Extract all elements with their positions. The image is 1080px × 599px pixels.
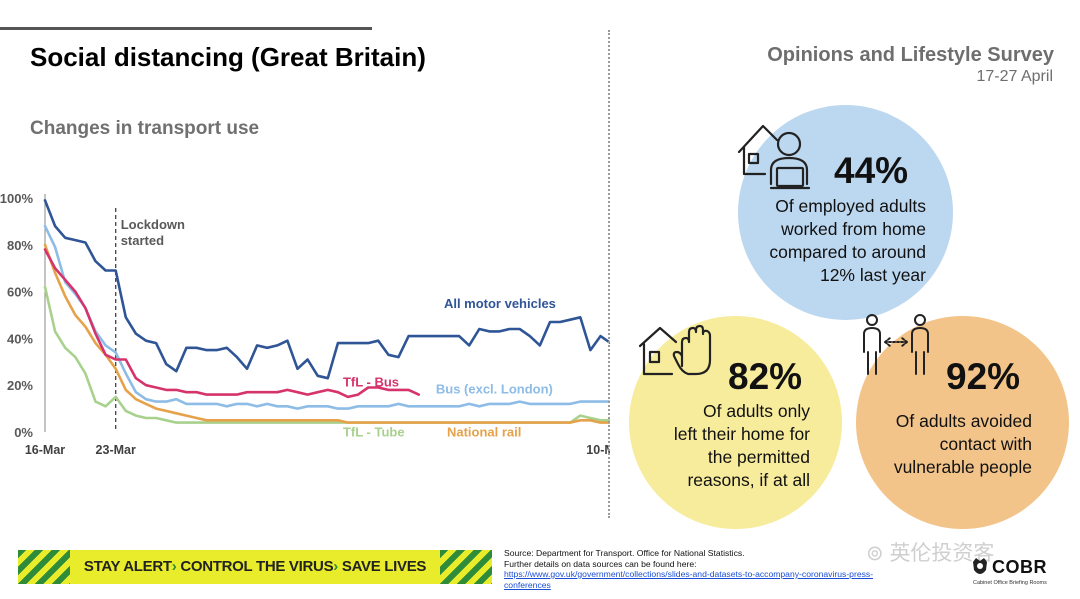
stat-percent-avoided-contact: 92% [946,356,1021,397]
wechat-watermark: ⊚ 英伦投资客 [866,537,994,567]
banner-save-lives: SAVE LIVES [341,558,427,575]
stat-desc-left-home: Of adults only left their home for the p… [630,400,810,492]
top-rule [0,27,372,30]
stat-line: Of adults only [703,401,810,421]
series-line [43,248,421,399]
chart-subtitle: Changes in transport use [30,118,260,139]
survey-dates: 17-27 April [976,68,1054,85]
stat-line: 12% last year [819,265,926,285]
y-tick-label: 100% [0,191,33,206]
banner-arrow: › [333,558,338,575]
series-label: All motor vehicles [444,296,556,311]
y-tick-label: 0% [14,425,33,440]
x-tick-label: 23-Mar [96,443,136,457]
banner-stay-alert: STAY ALERT [83,558,172,575]
banner-arrow: › [171,558,177,575]
stat-bubble-avoided-contact [856,316,1069,529]
stat-percent-work-from-home: 44% [834,150,909,191]
stat-desc-work-from-home: Of employed adults worked from home comp… [730,195,926,287]
series-label: National rail [447,425,521,440]
source-line: Source: Department for Transport. Office… [504,548,745,558]
series-label: TfL - Bus [343,374,399,389]
cobr-subtitle: Cabinet Office Briefing Rooms [973,580,1047,586]
banner-stripes-right [440,550,492,584]
wechat-icon: ⊚ [866,542,890,565]
series-line [43,243,610,424]
stat-line: Of employed adults [775,196,926,216]
lockdown-annotation: started [121,233,164,248]
y-tick-label: 60% [7,285,33,300]
stat-line: reasons, if at all [687,470,810,490]
source-line: Further details on data sources can be f… [504,558,697,569]
banner-control-virus: CONTROL THE VIRUS [180,558,334,575]
stat-line: compared to around [769,242,926,262]
dotted-divider [608,30,610,518]
banner-text: STAY ALERT› CONTROL THE VIRUS› SAVE LIVE… [76,556,434,578]
watermark-text: 英伦投资客 [889,542,995,565]
x-tick-label: 16-Mar [25,443,65,457]
cobr-name: COBR [992,557,1047,577]
source-link[interactable]: https://www.gov.uk/government/collection… [504,569,874,590]
series-line [43,198,610,380]
stat-bubble-left-home [629,316,842,529]
y-tick-label: 20% [7,378,33,393]
survey-title: Opinions and Lifestyle Survey [767,44,1054,66]
page-title: Social distancing (Great Britain) [30,42,426,72]
stay-alert-banner: STAY ALERT› CONTROL THE VIRUS› SAVE LIVE… [18,550,492,584]
stat-line: left their home for [673,424,810,444]
stat-line: vulnerable people [893,457,1032,477]
source-note: Source: Department for Transport. Office… [504,548,884,590]
series-label: TfL - Tube [343,425,405,440]
banner-stripes-left [18,550,70,584]
stat-line: worked from home [781,219,926,239]
home-worker-icon [737,124,811,190]
y-tick-label: 40% [7,331,33,346]
lockdown-annotation: Lockdown [121,217,185,232]
x-tick-label: 10-May [586,443,610,457]
stat-line: Of adults avoided [895,411,1032,431]
distancing-people-icon [863,314,929,375]
series-label: Bus (excl. London) [436,381,553,396]
stat-line: contact with [939,434,1032,454]
stat-desc-avoided-contact: Of adults avoided contact with vulnerabl… [860,410,1032,479]
stat-bubble-work-from-home [738,105,953,320]
home-stop-hand-icon [638,324,712,376]
y-tick-label: 80% [7,238,33,253]
series-line [43,224,610,410]
transport-line-chart: 0% 20% 40% 60% 80% 100% 16-Mar 23-Mar 10-May Lock… [0,191,610,457]
stat-percent-left-home: 82% [728,356,803,397]
stat-line: the permitted [707,447,810,467]
crest-icon [973,558,987,574]
